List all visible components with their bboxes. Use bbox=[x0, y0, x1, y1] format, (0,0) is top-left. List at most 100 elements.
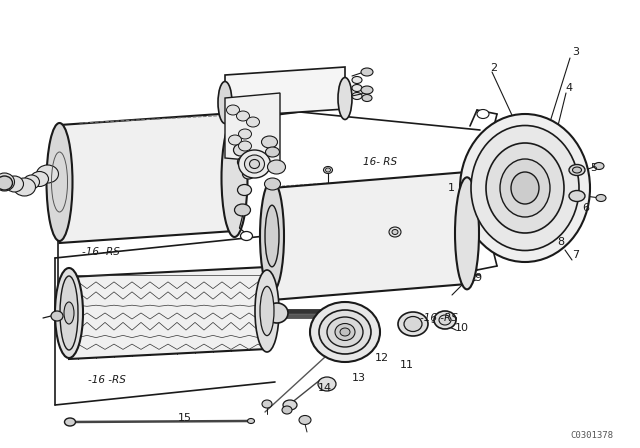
Ellipse shape bbox=[352, 77, 362, 83]
Ellipse shape bbox=[439, 315, 451, 325]
Ellipse shape bbox=[310, 302, 380, 362]
Text: 11: 11 bbox=[400, 360, 414, 370]
Text: 15: 15 bbox=[178, 413, 192, 423]
Ellipse shape bbox=[389, 227, 401, 237]
Text: 7: 7 bbox=[572, 250, 579, 260]
Ellipse shape bbox=[569, 164, 585, 176]
Ellipse shape bbox=[60, 276, 78, 350]
Text: 9: 9 bbox=[474, 273, 481, 283]
Ellipse shape bbox=[455, 177, 479, 289]
Ellipse shape bbox=[477, 109, 489, 119]
Ellipse shape bbox=[31, 172, 49, 186]
Ellipse shape bbox=[262, 400, 272, 408]
Ellipse shape bbox=[434, 311, 456, 329]
Ellipse shape bbox=[398, 312, 428, 336]
Text: 8: 8 bbox=[557, 237, 564, 247]
Text: 16- RS: 16- RS bbox=[363, 157, 397, 167]
Ellipse shape bbox=[244, 155, 264, 173]
Ellipse shape bbox=[255, 270, 279, 352]
Ellipse shape bbox=[299, 415, 311, 425]
Ellipse shape bbox=[55, 268, 83, 358]
Ellipse shape bbox=[64, 302, 74, 324]
Ellipse shape bbox=[569, 190, 585, 202]
Ellipse shape bbox=[241, 232, 253, 241]
Ellipse shape bbox=[36, 165, 58, 183]
Ellipse shape bbox=[47, 123, 72, 241]
Text: 5: 5 bbox=[590, 163, 597, 173]
Ellipse shape bbox=[327, 317, 363, 347]
Ellipse shape bbox=[248, 418, 255, 423]
Ellipse shape bbox=[335, 323, 355, 340]
Ellipse shape bbox=[227, 105, 239, 115]
Ellipse shape bbox=[239, 129, 252, 139]
Text: 2: 2 bbox=[490, 63, 497, 73]
Ellipse shape bbox=[596, 194, 606, 202]
Ellipse shape bbox=[250, 159, 259, 168]
Text: -16 -RS: -16 -RS bbox=[82, 247, 120, 257]
Ellipse shape bbox=[239, 141, 252, 151]
Text: 6: 6 bbox=[582, 203, 589, 213]
Ellipse shape bbox=[234, 144, 248, 156]
Polygon shape bbox=[69, 267, 267, 359]
Ellipse shape bbox=[51, 311, 63, 321]
Ellipse shape bbox=[262, 136, 278, 148]
Text: 1: 1 bbox=[448, 183, 455, 193]
Ellipse shape bbox=[318, 377, 336, 391]
Ellipse shape bbox=[338, 78, 352, 120]
Ellipse shape bbox=[268, 160, 285, 174]
Ellipse shape bbox=[0, 173, 15, 191]
Ellipse shape bbox=[392, 229, 398, 234]
Ellipse shape bbox=[218, 82, 232, 124]
Ellipse shape bbox=[237, 185, 252, 195]
Text: C0301378: C0301378 bbox=[570, 431, 613, 439]
Text: -16 -RS: -16 -RS bbox=[88, 375, 126, 385]
Ellipse shape bbox=[260, 286, 274, 336]
Ellipse shape bbox=[234, 204, 250, 216]
Ellipse shape bbox=[237, 156, 252, 168]
Ellipse shape bbox=[24, 175, 40, 189]
Ellipse shape bbox=[573, 167, 582, 173]
Ellipse shape bbox=[260, 180, 284, 292]
Ellipse shape bbox=[323, 167, 333, 173]
Text: 12: 12 bbox=[375, 353, 389, 363]
Text: 14: 14 bbox=[318, 383, 332, 393]
Ellipse shape bbox=[326, 168, 330, 172]
Ellipse shape bbox=[361, 86, 373, 94]
Ellipse shape bbox=[0, 176, 13, 190]
Ellipse shape bbox=[228, 135, 241, 145]
Ellipse shape bbox=[264, 178, 280, 190]
Text: 13: 13 bbox=[352, 373, 366, 383]
Text: 3: 3 bbox=[572, 47, 579, 57]
Ellipse shape bbox=[13, 178, 35, 196]
Ellipse shape bbox=[237, 111, 250, 121]
Polygon shape bbox=[225, 93, 280, 163]
Text: 4: 4 bbox=[565, 83, 572, 93]
Polygon shape bbox=[272, 172, 467, 300]
Ellipse shape bbox=[65, 418, 76, 426]
Ellipse shape bbox=[404, 316, 422, 332]
Ellipse shape bbox=[266, 303, 288, 323]
Polygon shape bbox=[225, 67, 345, 117]
Ellipse shape bbox=[511, 172, 539, 204]
Ellipse shape bbox=[319, 310, 371, 354]
Ellipse shape bbox=[594, 163, 604, 169]
Ellipse shape bbox=[361, 68, 373, 76]
Ellipse shape bbox=[500, 159, 550, 217]
Ellipse shape bbox=[460, 114, 590, 262]
Polygon shape bbox=[60, 113, 234, 243]
Ellipse shape bbox=[282, 406, 292, 414]
Ellipse shape bbox=[6, 176, 24, 192]
Ellipse shape bbox=[246, 117, 259, 127]
Ellipse shape bbox=[340, 328, 350, 336]
Ellipse shape bbox=[243, 169, 255, 179]
Ellipse shape bbox=[283, 400, 297, 410]
Ellipse shape bbox=[352, 92, 362, 99]
Ellipse shape bbox=[239, 150, 271, 178]
Ellipse shape bbox=[266, 147, 280, 157]
Ellipse shape bbox=[471, 125, 579, 250]
Ellipse shape bbox=[265, 205, 279, 267]
Text: -16 -RS: -16 -RS bbox=[420, 313, 458, 323]
Ellipse shape bbox=[352, 85, 362, 91]
Ellipse shape bbox=[362, 95, 372, 102]
Text: 10: 10 bbox=[455, 323, 469, 333]
